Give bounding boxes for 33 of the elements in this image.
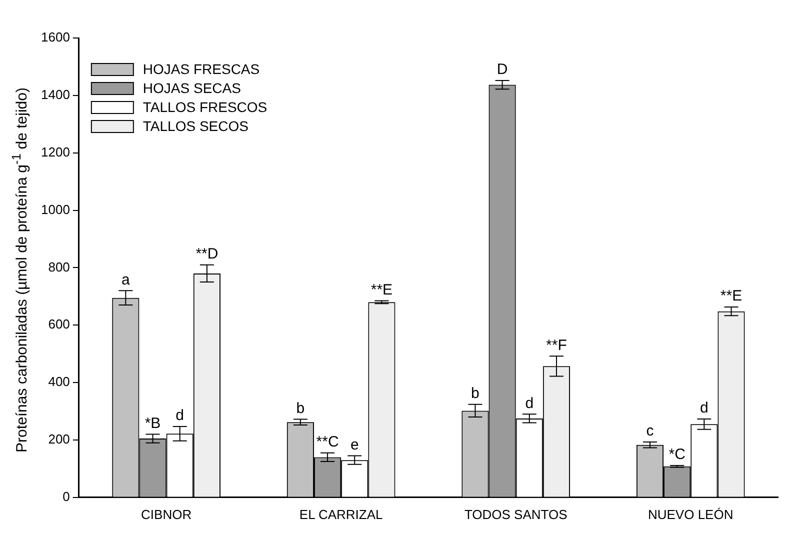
y-tick-label: 1400 bbox=[41, 87, 70, 102]
y-tick-label: 400 bbox=[48, 374, 70, 390]
data-label: *C bbox=[668, 446, 686, 464]
legend-label: HOJAS SECAS bbox=[142, 80, 241, 96]
legend-label: HOJAS FRESCAS bbox=[142, 60, 260, 77]
x-tick-label: EL CARRIZAL bbox=[299, 506, 383, 522]
data-label: c bbox=[646, 422, 654, 440]
data-label: b bbox=[471, 385, 480, 402]
y-tick-label: 600 bbox=[48, 316, 70, 332]
data-label: *B bbox=[144, 414, 161, 432]
data-label: b bbox=[296, 400, 305, 417]
y-tick-label: 1200 bbox=[41, 144, 70, 160]
x-tick-label: NUEVO LEÓN bbox=[648, 506, 734, 522]
y-tick-label: 200 bbox=[48, 432, 70, 447]
data-label: **C bbox=[316, 434, 339, 451]
data-label: **E bbox=[370, 281, 393, 298]
y-tick-label: 1000 bbox=[41, 202, 70, 217]
data-label: a bbox=[122, 271, 130, 288]
y-tick-label: 0 bbox=[62, 488, 70, 504]
data-label: D bbox=[496, 61, 508, 78]
data-label: **F bbox=[546, 336, 567, 354]
legend-label: TALLOS SECOS bbox=[142, 118, 248, 134]
y-tick-label: 1600 bbox=[41, 30, 70, 45]
data-label: d bbox=[525, 394, 534, 412]
data-label: **D bbox=[196, 245, 218, 262]
data-label: **E bbox=[720, 288, 742, 305]
data-label: e bbox=[350, 436, 359, 454]
x-tick-label: CIBNOR bbox=[141, 506, 192, 522]
data-label: d bbox=[176, 407, 184, 424]
x-tick-label: TODOS SANTOS bbox=[464, 506, 568, 522]
legend-label: TALLOS FRESCOS bbox=[142, 98, 268, 115]
data-label: d bbox=[700, 400, 708, 417]
y-tick-label: 800 bbox=[48, 259, 70, 274]
